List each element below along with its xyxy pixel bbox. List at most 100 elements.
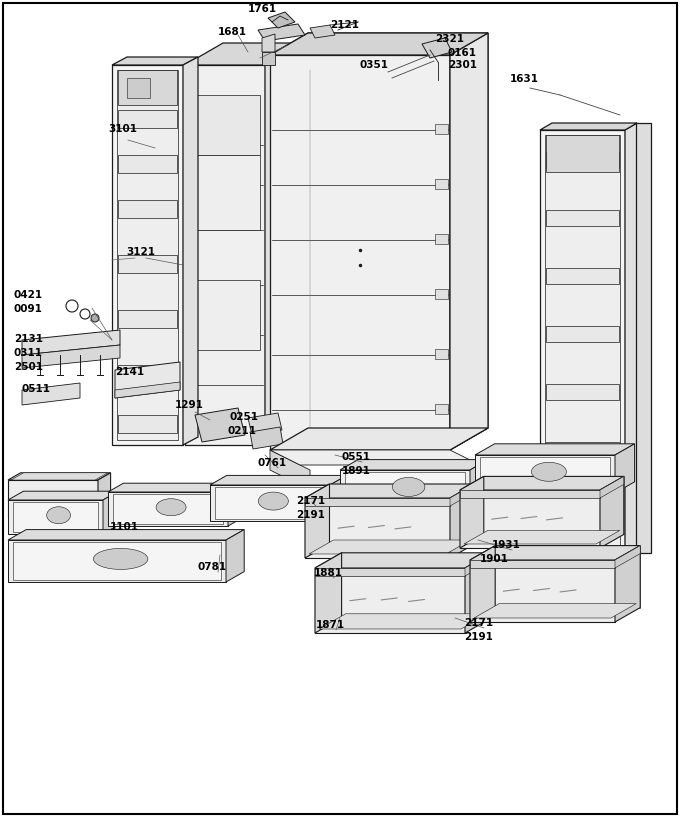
Polygon shape <box>118 365 177 383</box>
Polygon shape <box>480 457 610 491</box>
Text: 1901: 1901 <box>480 554 509 564</box>
Polygon shape <box>190 280 260 350</box>
Polygon shape <box>460 490 600 548</box>
Polygon shape <box>422 38 452 58</box>
Polygon shape <box>112 57 198 65</box>
Polygon shape <box>450 33 488 450</box>
Polygon shape <box>546 326 619 342</box>
Polygon shape <box>310 25 335 38</box>
Polygon shape <box>118 155 177 173</box>
Polygon shape <box>600 476 624 548</box>
Polygon shape <box>435 234 448 244</box>
Polygon shape <box>546 384 619 400</box>
Polygon shape <box>8 480 98 518</box>
Polygon shape <box>117 70 178 440</box>
Polygon shape <box>127 78 150 98</box>
Text: 2501: 2501 <box>14 362 43 372</box>
Text: 2171: 2171 <box>296 496 325 506</box>
Text: 0161: 0161 <box>448 48 477 58</box>
Polygon shape <box>305 498 450 558</box>
Text: 1931: 1931 <box>492 540 521 550</box>
Polygon shape <box>118 110 177 128</box>
Polygon shape <box>262 34 275 52</box>
Polygon shape <box>435 289 448 299</box>
Text: 1101: 1101 <box>110 522 139 532</box>
Text: 2171: 2171 <box>464 618 493 628</box>
Polygon shape <box>615 546 640 568</box>
Polygon shape <box>22 330 120 355</box>
Polygon shape <box>435 349 448 359</box>
Polygon shape <box>305 484 475 498</box>
Polygon shape <box>270 55 450 450</box>
Polygon shape <box>540 130 625 560</box>
Polygon shape <box>270 33 488 55</box>
Text: 2141: 2141 <box>115 367 144 377</box>
Polygon shape <box>118 70 177 105</box>
Text: 1871: 1871 <box>316 620 345 630</box>
Text: 0421: 0421 <box>14 290 43 300</box>
Polygon shape <box>470 460 488 508</box>
Polygon shape <box>340 470 470 508</box>
Polygon shape <box>546 135 619 172</box>
Polygon shape <box>190 95 260 155</box>
Polygon shape <box>435 124 448 134</box>
Polygon shape <box>315 568 465 633</box>
Text: 0511: 0511 <box>22 384 51 394</box>
Text: 1891: 1891 <box>342 466 371 476</box>
Polygon shape <box>315 568 465 576</box>
Circle shape <box>80 309 90 319</box>
Polygon shape <box>118 310 177 328</box>
Polygon shape <box>250 427 283 449</box>
Polygon shape <box>495 546 640 608</box>
Polygon shape <box>228 483 243 526</box>
Polygon shape <box>8 540 226 582</box>
Text: 3101: 3101 <box>108 124 137 134</box>
Text: 0351: 0351 <box>360 60 389 70</box>
Polygon shape <box>270 450 310 490</box>
Ellipse shape <box>258 492 288 510</box>
Polygon shape <box>546 500 619 516</box>
Polygon shape <box>615 546 640 622</box>
Polygon shape <box>13 502 98 532</box>
Polygon shape <box>483 476 624 534</box>
Polygon shape <box>625 123 637 560</box>
Text: 1291: 1291 <box>175 400 204 410</box>
Polygon shape <box>108 483 243 492</box>
Polygon shape <box>113 494 223 524</box>
Polygon shape <box>8 491 118 500</box>
Polygon shape <box>13 542 221 580</box>
Polygon shape <box>265 43 303 445</box>
Polygon shape <box>450 484 475 558</box>
Polygon shape <box>546 210 619 226</box>
Polygon shape <box>474 604 636 618</box>
Circle shape <box>91 314 99 322</box>
Polygon shape <box>268 12 295 28</box>
Polygon shape <box>450 33 488 450</box>
Polygon shape <box>262 52 275 65</box>
Polygon shape <box>248 413 282 435</box>
Polygon shape <box>475 444 634 455</box>
Polygon shape <box>270 450 480 465</box>
Circle shape <box>435 69 441 75</box>
Polygon shape <box>465 553 492 576</box>
Polygon shape <box>464 530 619 544</box>
Text: 0311: 0311 <box>14 348 43 358</box>
Text: 0211: 0211 <box>228 426 257 436</box>
Polygon shape <box>258 24 305 41</box>
Polygon shape <box>341 553 492 618</box>
Polygon shape <box>270 33 488 55</box>
Text: 1681: 1681 <box>218 27 247 37</box>
Polygon shape <box>450 484 475 506</box>
Polygon shape <box>546 152 619 168</box>
Ellipse shape <box>532 462 566 481</box>
Text: 2191: 2191 <box>296 510 325 520</box>
Polygon shape <box>636 123 651 553</box>
Polygon shape <box>546 268 619 284</box>
Text: 1881: 1881 <box>314 568 343 578</box>
Polygon shape <box>185 65 265 445</box>
Text: 1631: 1631 <box>510 74 539 84</box>
Polygon shape <box>8 529 244 540</box>
Polygon shape <box>118 415 177 433</box>
Ellipse shape <box>47 507 71 524</box>
Polygon shape <box>195 408 245 442</box>
